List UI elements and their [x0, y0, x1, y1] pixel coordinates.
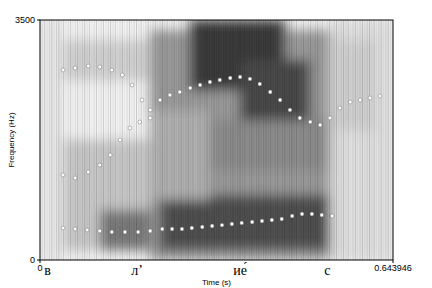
formant-point	[270, 218, 274, 222]
formant-point	[73, 66, 77, 70]
formant-point	[220, 223, 224, 227]
formant-point	[280, 217, 284, 221]
formant-point	[160, 227, 164, 231]
formant-point	[328, 116, 332, 120]
chart: 0 3500 0 0.643946 Time (s) Frequency (Hz) в л’ и…	[0, 0, 432, 288]
formant-point	[190, 226, 194, 230]
formant-point	[61, 226, 65, 230]
formant-point	[86, 64, 90, 68]
formant-point	[158, 98, 162, 102]
formant-point	[368, 96, 372, 100]
formant-point	[98, 229, 102, 233]
formant-point	[148, 108, 152, 112]
formant-point	[288, 108, 292, 112]
formant-point	[138, 120, 142, 124]
formant-point	[128, 126, 132, 130]
formant-point	[218, 78, 222, 82]
formant-point	[260, 219, 264, 223]
segment-label: с	[324, 263, 330, 278]
formant-tracks	[61, 64, 382, 234]
formant-point	[308, 120, 312, 124]
formant-point	[148, 229, 152, 233]
formant-point	[85, 228, 89, 232]
formant-point	[123, 230, 127, 234]
formant-point	[180, 227, 184, 231]
formant-point	[110, 68, 114, 72]
formant-point	[238, 75, 242, 79]
segment-label: ие́	[233, 262, 247, 278]
formant-point	[61, 68, 65, 72]
formant-point	[136, 230, 140, 234]
formant-point	[310, 212, 314, 216]
formant-point	[268, 90, 272, 94]
plot-frame	[40, 20, 393, 260]
formant-point	[290, 214, 294, 218]
spectrogram	[40, 20, 393, 260]
formant-point	[178, 90, 182, 94]
formant-point	[348, 100, 352, 104]
formant-point	[318, 123, 322, 127]
formant-point	[278, 98, 282, 102]
formant-point	[86, 170, 90, 174]
formant-point	[208, 80, 212, 84]
formant-point	[378, 94, 382, 98]
formant-point	[198, 83, 202, 87]
formant-point	[168, 93, 172, 97]
formant-point	[188, 86, 192, 90]
formant-point	[338, 106, 342, 110]
formant-point	[61, 173, 65, 177]
formant-point	[98, 163, 102, 167]
formant-point	[140, 98, 144, 102]
formant-point	[248, 77, 252, 81]
x-axis-label: Time (s)	[202, 278, 231, 287]
formant-point	[228, 76, 232, 80]
formant-point	[108, 153, 112, 157]
y-tick	[37, 20, 40, 21]
formant-point	[240, 221, 244, 225]
formant-point	[330, 214, 334, 218]
formant-point	[170, 227, 174, 231]
formant-point	[98, 65, 102, 69]
segment-label: в	[44, 263, 51, 278]
formant-point	[118, 138, 122, 142]
formant-point	[130, 83, 134, 87]
formant-point	[230, 222, 234, 226]
y-axis-label: Frequency (Hz)	[7, 112, 16, 167]
formant-point	[148, 116, 152, 120]
formant-point	[258, 82, 262, 86]
y-tick-label: 0	[30, 255, 35, 265]
formant-point	[358, 98, 362, 102]
formant-point	[73, 227, 77, 231]
formant-point	[298, 116, 302, 120]
formant-point	[200, 225, 204, 229]
x-tick-label: 0	[37, 263, 42, 273]
x-tick-label: 0.643946	[374, 263, 412, 273]
formant-point	[210, 224, 214, 228]
formant-point	[320, 213, 324, 217]
y-tick-label: 3500	[15, 15, 35, 25]
formant-point	[300, 212, 304, 216]
formant-point	[120, 73, 124, 77]
formant-point	[73, 176, 77, 180]
segment-label: л’	[131, 263, 143, 278]
formant-point	[110, 230, 114, 234]
formant-point	[250, 220, 254, 224]
